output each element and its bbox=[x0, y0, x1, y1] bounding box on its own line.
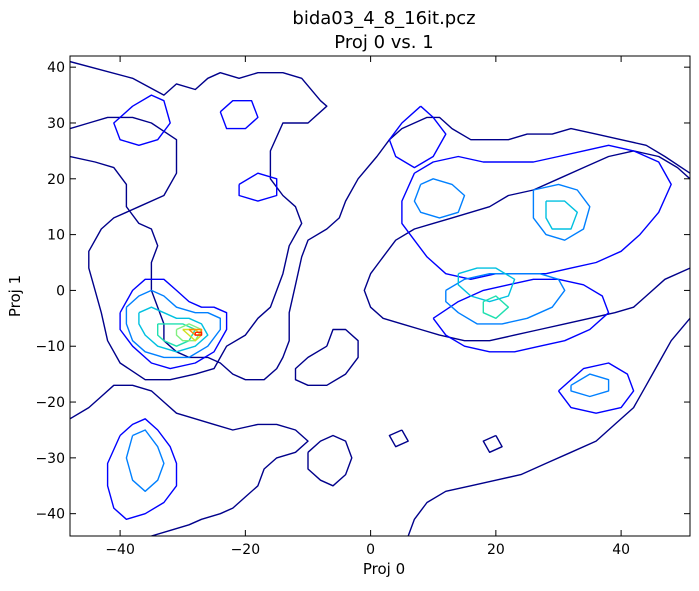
contour-line-level-3 bbox=[457, 267, 516, 303]
contour-line-level-0 bbox=[388, 429, 409, 448]
contour-line-level-1 bbox=[238, 172, 278, 202]
y-axis-label: Proj 1 bbox=[6, 275, 24, 317]
y-tick-label: 40 bbox=[47, 60, 65, 76]
contour-line-level-1 bbox=[557, 362, 635, 414]
y-tick-label: 30 bbox=[47, 116, 65, 132]
y-axis: −40 −30 −20 −10 0 10 20 30 40 bbox=[35, 60, 690, 523]
contour-line-level-1 bbox=[432, 278, 610, 353]
contour-line-level-0 bbox=[407, 317, 690, 536]
contour-line-level-1 bbox=[113, 94, 171, 147]
y-tick-label: 0 bbox=[56, 283, 65, 299]
y-tick-label: −30 bbox=[35, 451, 65, 467]
contour-line-level-0 bbox=[482, 434, 503, 453]
y-tick-label: 20 bbox=[47, 172, 65, 188]
chart-subtitle: Proj 0 vs. 1 bbox=[334, 32, 433, 53]
contour-line-level-1 bbox=[388, 105, 447, 169]
x-axis-label: Proj 0 bbox=[363, 560, 405, 578]
contour-line-level-3 bbox=[545, 200, 578, 230]
x-tick-label: −40 bbox=[105, 542, 135, 558]
contour-line-level-2 bbox=[125, 429, 165, 492]
plot-frame bbox=[69, 55, 691, 537]
contour-layer bbox=[70, 60, 690, 536]
contour-line-level-0 bbox=[70, 60, 328, 381]
contour-line-level-3 bbox=[138, 306, 209, 353]
contour-line-level-2 bbox=[532, 183, 591, 241]
x-tick-label: 0 bbox=[366, 542, 375, 558]
contour-line-level-0 bbox=[70, 116, 690, 381]
contour-line-level-2 bbox=[413, 178, 466, 219]
contour-line-level-1 bbox=[119, 278, 228, 370]
contour-line-level-4 bbox=[482, 295, 510, 319]
contour-line-level-0 bbox=[307, 434, 353, 487]
contour-line-level-1 bbox=[401, 144, 672, 280]
contour-line-level-1 bbox=[219, 99, 259, 130]
contour-line-level-0 bbox=[70, 384, 309, 536]
y-tick-label: −10 bbox=[35, 339, 65, 355]
y-tick-label: 10 bbox=[47, 228, 65, 244]
y-tick-label: −40 bbox=[35, 507, 65, 523]
contour-line-level-2 bbox=[125, 289, 222, 359]
contour-line-level-1 bbox=[106, 418, 178, 520]
y-tick-label: −20 bbox=[35, 395, 65, 411]
contour-line-level-2 bbox=[570, 373, 610, 398]
x-axis: −40 −20 0 20 40 bbox=[105, 56, 630, 558]
x-tick-label: −20 bbox=[231, 542, 261, 558]
contour-line-level-0 bbox=[363, 150, 690, 342]
x-tick-label: 40 bbox=[612, 542, 630, 558]
contour-line-level-0 bbox=[294, 328, 359, 386]
contour-line-level-2 bbox=[445, 273, 566, 325]
contour-line-level-8 bbox=[194, 331, 203, 336]
x-tick-label: 20 bbox=[487, 542, 505, 558]
chart-title: bida03_4_8_16it.pcz bbox=[292, 8, 475, 29]
